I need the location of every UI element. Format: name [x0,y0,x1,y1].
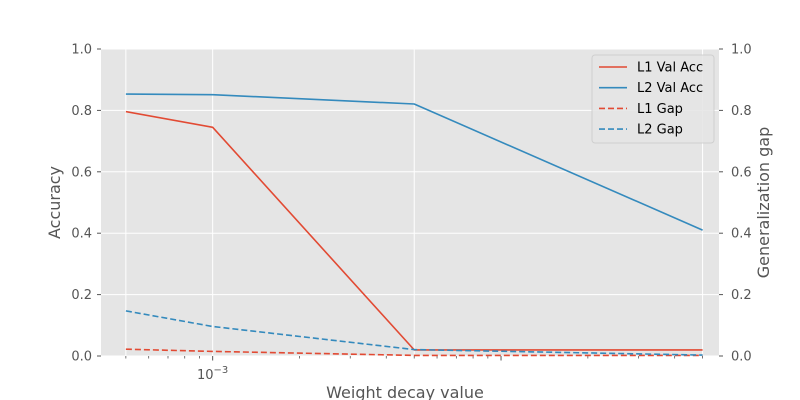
y2-tick-label: 0.6 [731,165,752,180]
y2-tick-label: 1.0 [731,43,752,58]
series-line-l1-val-acc [125,110,703,351]
y-tick-label: 0.4 [71,227,92,242]
axis-ticks: 0.0 0.2 0.4 0.6 0.8 1.0 0.0 0.2 0.4 0.6 0.8 1.0 10−3 [71,43,751,384]
series-line-l1-gap [125,348,703,357]
series-line-l2-val-acc [125,93,703,231]
x-tick-label: 10−3 [197,365,228,383]
legend-label: L2 Gap [637,123,683,138]
y2-axis-label: Generalization gap [754,127,773,279]
y2-tick-label: 0.8 [731,104,752,119]
series-lines [125,93,703,357]
y-tick-label: 0.6 [71,165,92,180]
y2-tick-label: 0.4 [731,227,752,242]
y-tick-label: 0.2 [71,288,92,303]
legend-label: L1 Gap [637,102,683,117]
y2-tick-label: 0.2 [731,288,752,303]
y2-tick-label: 0.0 [731,350,752,365]
series-line-l2-gap [125,310,703,356]
legend-label: L1 Val Acc [637,61,703,76]
y-tick-label: 1.0 [71,43,92,58]
legend-box [591,54,715,144]
x-axis-label: Weight decay value [326,383,484,400]
y-tick-label: 0.0 [71,350,92,365]
grid [101,48,719,357]
legend: L1 Val Acc L2 Val Acc L1 Gap L2 Gap [591,54,715,144]
y-axis-label: Accuracy [45,166,64,239]
legend-label: L2 Val Acc [637,81,703,96]
y-tick-label: 0.8 [71,104,92,119]
